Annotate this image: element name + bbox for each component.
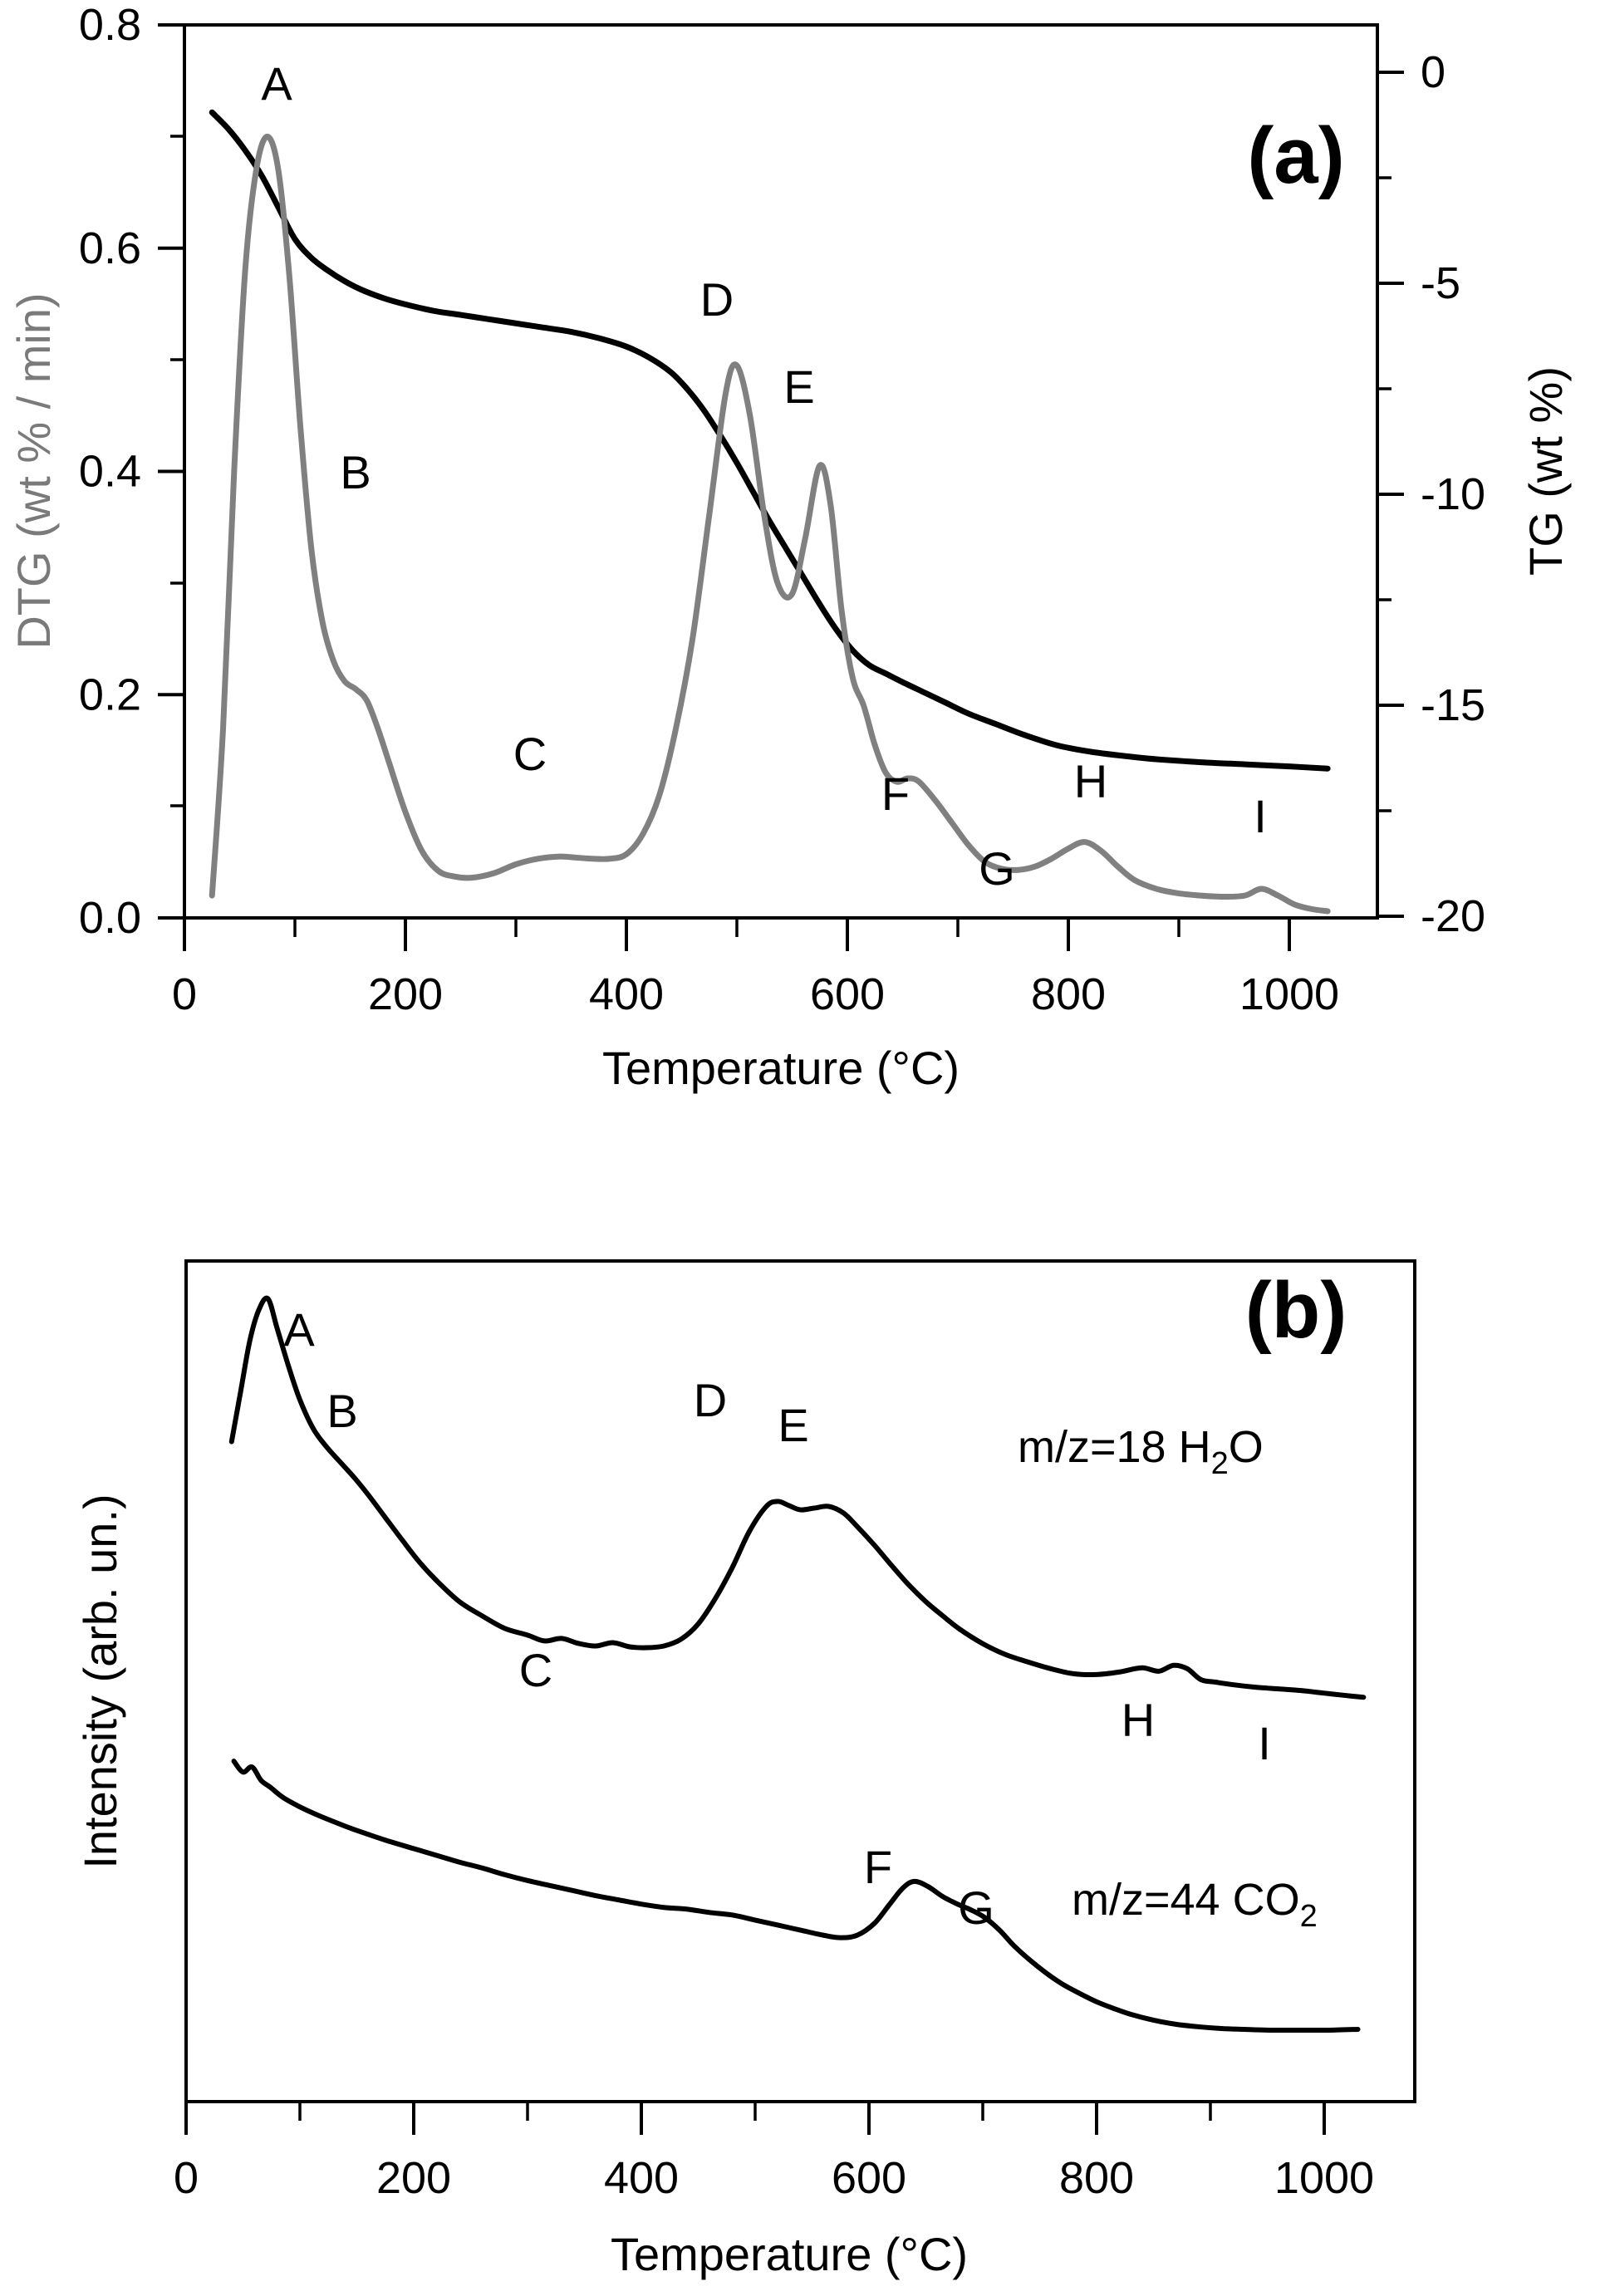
panel-b-peak-label-A: A	[283, 1303, 315, 1356]
h2o-ms-curve	[228, 1295, 1367, 1700]
panel-b-peak-label-I: I	[1258, 1717, 1271, 1769]
panel-b-peak-label-F: F	[864, 1841, 892, 1893]
panel-a-left-tick-1: 0.6	[79, 223, 141, 273]
panel-a-peak-label-C: C	[513, 728, 547, 780]
panel-b-x-axis-ticks	[184, 2102, 1326, 2135]
panel-a-left-tick-3: 0.2	[79, 670, 141, 719]
panel-b-peak-label-H: H	[1122, 1694, 1155, 1746]
panel-a-x-axis-ticks	[183, 918, 1291, 951]
panel-a-x-tick-0: 0	[172, 969, 197, 1019]
panel-b-x-tick-5: 1000	[1274, 2153, 1374, 2203]
panel-a-right-tick-3: -15	[1421, 680, 1485, 730]
panel-a-peak-label-I: I	[1254, 790, 1267, 842]
co2-ms-curve	[231, 1759, 1361, 2034]
panel-a-peak-label-D: D	[700, 273, 734, 326]
panel-b-chart: 0 200 400 600 800 1000 Temperature (°C) …	[74, 1259, 1416, 2280]
panel-a-peak-label-F: F	[881, 768, 910, 820]
panel-a-x-tick-3: 600	[810, 969, 885, 1019]
tg-curve	[209, 109, 1331, 772]
panel-b-peak-label-G: G	[958, 1881, 994, 1934]
panel-b-x-tick-3: 600	[832, 2153, 906, 2203]
h2o-series-label: m/z=18 H2O	[1018, 1422, 1264, 1481]
panel-a-x-tick-1: 200	[368, 969, 443, 1019]
panel-b-x-tick-1: 200	[376, 2153, 451, 2203]
panel-a-right-axis-ticks	[1377, 71, 1404, 918]
panel-b-x-tick-0: 0	[174, 2153, 199, 2203]
panel-b-y-axis-title: Intensity (arb. un.)	[74, 1494, 126, 1868]
panel-a-left-tick-2: 0.4	[79, 447, 141, 497]
panel-a-peak-label-H: H	[1074, 755, 1107, 807]
panel-b-peak-label-D: D	[694, 1374, 727, 1426]
panel-a-left-tick-4: 0.0	[79, 893, 141, 943]
panel-a-peak-label-G: G	[979, 842, 1015, 895]
panel-b-plot-frame	[184, 1259, 1416, 2103]
panel-a-x-axis-title: Temperature (°C)	[602, 1042, 960, 1094]
panel-a-peak-label-E: E	[783, 361, 814, 413]
panel-b-label: (b)	[1245, 1266, 1347, 1355]
panel-b-peak-label-C: C	[519, 1644, 552, 1696]
panel-b-x-tick-4: 800	[1059, 2153, 1134, 2203]
panel-a-x-tick-2: 400	[589, 969, 664, 1019]
panel-a-left-tick-0: 0.8	[79, 0, 141, 50]
panel-b-peak-label-E: E	[778, 1399, 808, 1451]
panel-a-left-axis-title: DTG (wt % / min)	[7, 292, 60, 649]
panel-a-right-tick-0: 0	[1421, 47, 1445, 97]
panel-a-right-tick-4: -20	[1421, 891, 1485, 941]
panel-b-x-axis-title: Temperature (°C)	[611, 2228, 968, 2280]
panel-a-right-tick-2: -10	[1421, 469, 1485, 519]
panel-a-peak-label-B: B	[340, 446, 371, 498]
panel-a-left-axis-ticks	[158, 23, 184, 920]
panel-a-right-tick-1: -5	[1421, 258, 1460, 308]
panel-a-x-tick-5: 1000	[1239, 969, 1339, 1019]
panel-a-chart: 0.8 0.6 0.4 0.2 0.0 DTG (wt % / min) 0 -…	[7, 0, 1572, 1094]
panel-b-peak-label-B: B	[326, 1385, 357, 1437]
panel-a-right-axis-title: TG (wt %)	[1519, 366, 1572, 576]
dtg-curve	[209, 133, 1331, 915]
panel-a-x-tick-4: 800	[1031, 969, 1106, 1019]
co2-series-label: m/z=44 CO2	[1072, 1875, 1318, 1934]
panel-b-x-tick-2: 400	[604, 2153, 679, 2203]
panel-a-peak-label-A: A	[261, 57, 292, 110]
panel-a-label: (a)	[1247, 111, 1344, 200]
